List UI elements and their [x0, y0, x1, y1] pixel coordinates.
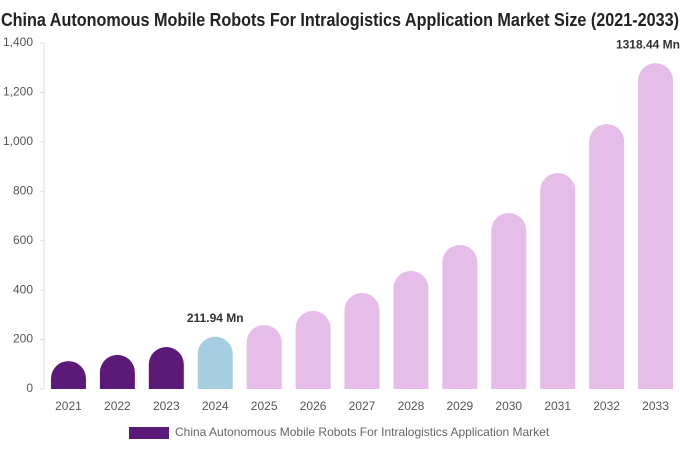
y-tick-label: 400	[13, 282, 33, 296]
y-tick-label: 1,000	[3, 134, 33, 148]
x-tick-label: 2023	[153, 399, 180, 413]
y-tick-label: 1,200	[3, 85, 33, 99]
y-tick-label: 800	[13, 183, 33, 197]
bar	[638, 63, 674, 389]
bar	[540, 172, 576, 389]
legend-swatch	[129, 427, 169, 439]
x-tick-label: 2026	[300, 399, 327, 413]
data-label: 1318.44 Mn	[616, 37, 680, 51]
bar	[148, 346, 184, 389]
x-tick-label: 2030	[495, 399, 522, 413]
bar	[197, 336, 233, 389]
data-label: 211.94 Mn	[187, 311, 244, 325]
bar	[50, 361, 86, 389]
x-tick-label: 2033	[642, 399, 669, 413]
x-tick-label: 2031	[544, 399, 571, 413]
x-tick-label: 2028	[398, 399, 425, 413]
y-tick-label: 600	[13, 233, 33, 247]
bar	[393, 270, 429, 389]
y-tick-label: 0	[26, 381, 33, 395]
y-tick-label: 200	[13, 332, 33, 346]
bar	[491, 213, 527, 389]
bar	[442, 244, 478, 389]
chart-title: China Autonomous Mobile Robots For Intra…	[1, 10, 679, 30]
x-tick-label: 2032	[593, 399, 620, 413]
bar	[589, 124, 625, 389]
x-tick-label: 2029	[446, 399, 473, 413]
x-tick-label: 2022	[104, 399, 131, 413]
bar	[99, 354, 135, 389]
x-tick-label: 2025	[251, 399, 278, 413]
bar	[295, 310, 331, 389]
x-tick-label: 2024	[202, 399, 229, 413]
bar	[246, 324, 282, 389]
x-tick-label: 2027	[349, 399, 376, 413]
bar	[344, 292, 380, 389]
legend-label: China Autonomous Mobile Robots For Intra…	[175, 425, 550, 439]
x-tick-label: 2021	[55, 399, 82, 413]
y-tick-label: 1,400	[3, 35, 33, 49]
